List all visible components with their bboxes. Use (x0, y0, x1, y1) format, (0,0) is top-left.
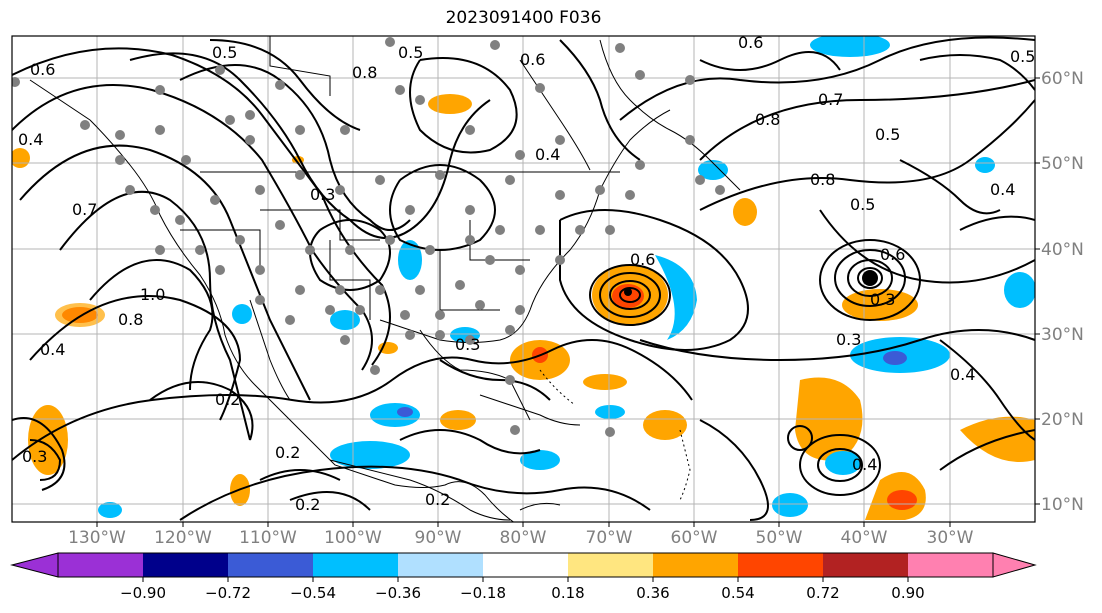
cyclone-center-west (624, 288, 632, 296)
contour-label: 0.4 (852, 455, 877, 474)
colorbar-segment (738, 553, 823, 577)
contour-label: 0.6 (630, 250, 655, 269)
contour-label: 0.3 (455, 335, 480, 354)
contour-label: 0.6 (738, 33, 763, 52)
contour-label: 0.4 (535, 145, 560, 164)
longitude-label: 50°W (756, 528, 803, 548)
colorbar-segment (823, 553, 908, 577)
longitude-label: 30°W (927, 528, 974, 548)
colorbar-tick-label: −0.90 (120, 584, 166, 602)
colorbar-tick-label: −0.54 (290, 584, 336, 602)
longitude-label: 120°W (154, 528, 212, 548)
map-title: 2023091400 F036 (445, 8, 602, 28)
longitude-label: 110°W (239, 528, 297, 548)
contour-label: 1.0 (140, 285, 165, 304)
contour-label: 0.8 (755, 110, 780, 129)
colorbar-segment (58, 553, 143, 577)
contour-label: 0.2 (215, 390, 240, 409)
contour-label: 0.6 (880, 245, 905, 264)
colorbar-tick-label: −0.72 (205, 584, 251, 602)
colorbar-lower-extension (10, 552, 59, 578)
colorbar-tick-label: 0.18 (551, 584, 584, 602)
contour-label: 0.4 (990, 180, 1015, 199)
colorbar-tick-label: −0.36 (375, 584, 421, 602)
colorbar-segment (398, 553, 483, 577)
longitude-label: 40°W (841, 528, 888, 548)
contour-label: 0.5 (1010, 47, 1035, 66)
longitude-label: 100°W (324, 528, 382, 548)
contour-label: 0.3 (870, 290, 895, 309)
colorbar-segment (313, 553, 398, 577)
longitude-label: 130°W (68, 528, 126, 548)
latitude-axis: 60°N 50°N 40°N 30°N 20°N 10°N (1041, 69, 1084, 515)
longitude-label: 70°W (586, 528, 633, 548)
colorbar-tick-label: −0.18 (460, 584, 506, 602)
contour-label: 0.8 (810, 170, 835, 189)
latitude-label: 20°N (1041, 410, 1084, 430)
colorbar-tick-label: 0.72 (806, 584, 839, 602)
latitude-label: 30°N (1041, 325, 1084, 345)
axis-ticks (96, 77, 1040, 527)
contour-label-group: 0.5 0.6 0.8 0.7 0.4 1.0 0.3 0.2 0.5 0.6 … (18, 33, 1035, 514)
contour-label: 0.4 (950, 365, 975, 384)
colorbar-segment (143, 553, 228, 577)
latitude-label: 40°N (1041, 240, 1084, 260)
colorbar: −0.90 −0.72 −0.54 −0.36 −0.18 0.18 0.36 … (10, 552, 1037, 602)
station-dots (12, 37, 725, 437)
contour-label: 0.5 (875, 125, 900, 144)
contour-label: 0.4 (40, 340, 65, 359)
latitude-label: 10°N (1041, 495, 1084, 515)
shading-layer (12, 36, 1035, 520)
longitude-axis: 130°W 120°W 110°W 100°W 90°W 80°W 70°W 6… (68, 528, 974, 548)
contour-label: 0.6 (520, 50, 545, 69)
contour-label: 0.3 (836, 330, 861, 349)
colorbar-tick-label: 0.36 (636, 584, 669, 602)
colorbar-segment (228, 553, 313, 577)
contour-label: 0.3 (22, 447, 47, 466)
contour-label: 0.7 (72, 200, 97, 219)
contour-label: 0.8 (352, 63, 377, 82)
contour-lines (12, 36, 1035, 521)
contour-label: 0.5 (398, 43, 423, 62)
contour-label: 0.4 (18, 130, 43, 149)
cyclone-center-east (862, 270, 878, 286)
colorbar-tick-label: 0.90 (891, 584, 924, 602)
colorbar-segment (653, 553, 738, 577)
contour-label: 0.2 (295, 495, 320, 514)
longitude-label: 90°W (415, 528, 462, 548)
latitude-label: 50°N (1041, 154, 1084, 174)
contour-label: 0.5 (850, 195, 875, 214)
colorbar-outline (57, 552, 994, 578)
longitude-label: 80°W (500, 528, 547, 548)
contour-label: 0.5 (212, 43, 237, 62)
colorbar-upper-extension (992, 552, 1037, 578)
contour-label: 0.6 (30, 60, 55, 79)
contour-label: 0.2 (275, 443, 300, 462)
colorbar-segment (908, 553, 993, 577)
colorbar-segment (483, 553, 568, 577)
latitude-label: 60°N (1041, 69, 1084, 89)
contour-label: 0.3 (310, 185, 335, 204)
contour-label: 0.2 (425, 490, 450, 509)
contour-label: 0.8 (118, 310, 143, 329)
longitude-label: 60°W (671, 528, 718, 548)
colorbar-segment (568, 553, 653, 577)
contour-label: 0.7 (818, 90, 843, 109)
colorbar-tick-label: 0.54 (721, 584, 754, 602)
